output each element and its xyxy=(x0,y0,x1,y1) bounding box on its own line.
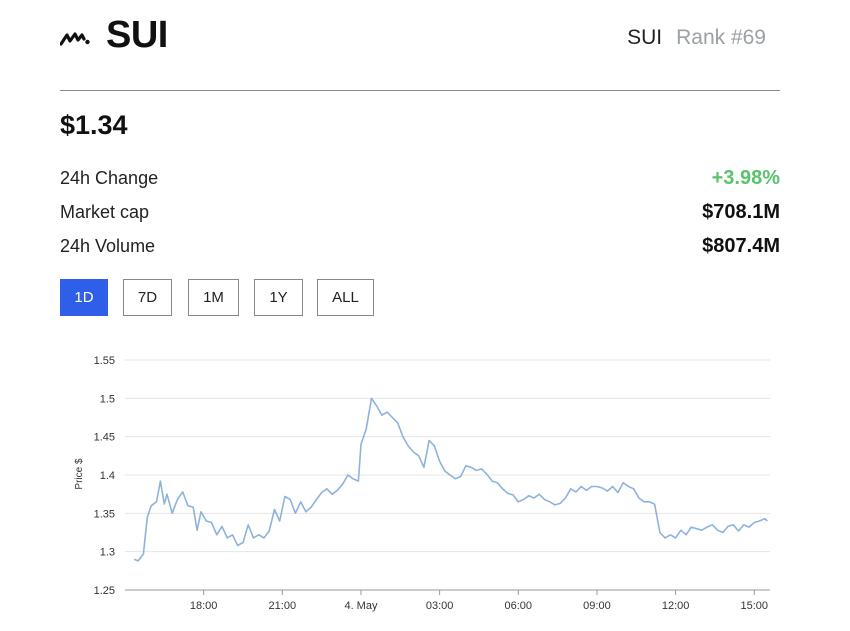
y-tick-label: 1.5 xyxy=(100,393,115,405)
y-tick-label: 1.3 xyxy=(100,547,115,559)
x-tick-label: 03:00 xyxy=(426,600,454,612)
x-tick-label: 4. May xyxy=(344,600,378,612)
stat-value: $807.4M xyxy=(702,235,780,257)
y-tick-label: 1.25 xyxy=(94,585,115,597)
y-tick-label: 1.35 xyxy=(94,508,115,520)
stat-value: +3.98% xyxy=(711,167,780,189)
coin-name: SUI xyxy=(106,14,168,56)
y-axis-label: Price $ xyxy=(74,458,85,490)
stat-row-24h-change: 24h Change +3.98% xyxy=(60,167,780,194)
stat-label: Market cap xyxy=(60,202,150,222)
header-divider xyxy=(60,90,780,91)
x-tick-label: 15:00 xyxy=(741,600,769,612)
price-series-line xyxy=(133,397,768,562)
coin-header: SUI SUI Rank #69 xyxy=(60,12,780,64)
y-tick-label: 1.55 xyxy=(94,355,115,367)
x-tick-label: 18:00 xyxy=(190,600,218,612)
x-tick-label: 21:00 xyxy=(269,600,297,612)
current-price: $1.34 xyxy=(60,110,128,140)
x-tick-label: 09:00 xyxy=(583,600,611,612)
stat-label: 24h Volume xyxy=(60,236,156,256)
range-button-all[interactable]: ALL xyxy=(317,279,374,316)
stat-row-24h-volume: 24h Volume $807.4M xyxy=(60,235,780,262)
range-button-1y[interactable]: 1Y xyxy=(254,279,303,316)
y-tick-label: 1.45 xyxy=(94,432,115,444)
x-tick-label: 12:00 xyxy=(662,600,690,612)
stat-row-market-cap: Market cap $708.1M xyxy=(60,201,780,228)
coin-symbol: SUI xyxy=(627,26,663,49)
coin-rank: Rank #69 xyxy=(676,26,766,49)
range-button-1d[interactable]: 1D xyxy=(60,279,108,316)
price-chart: 1.25 1.3 1.35 1.4 1.45 1.5 1.55 18:00 21:00 4. M… xyxy=(74,355,770,612)
x-tick-label: 06:00 xyxy=(505,600,533,612)
sui-logo-icon xyxy=(60,32,90,46)
range-button-1m[interactable]: 1M xyxy=(188,279,239,316)
coin-meta: SUI Rank #69 xyxy=(627,26,766,50)
stat-value: $708.1M xyxy=(702,201,780,223)
y-tick-label: 1.4 xyxy=(100,470,115,482)
stat-label: 24h Change xyxy=(60,168,159,188)
range-button-7d[interactable]: 7D xyxy=(123,279,172,316)
